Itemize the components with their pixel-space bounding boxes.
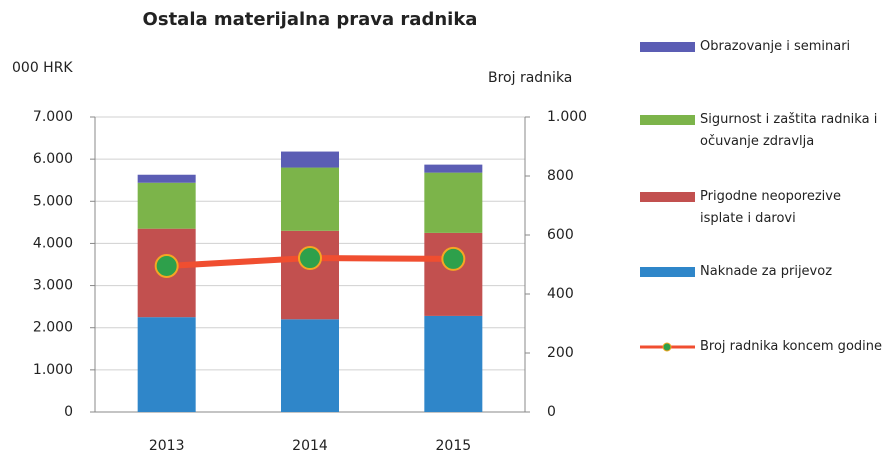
legend-label: Sigurnost i zaštita radnika i očuvanje z… xyxy=(700,112,878,149)
legend-swatch xyxy=(662,342,672,352)
bar-segment xyxy=(424,232,483,316)
y-tick-label: 2.000 xyxy=(33,320,73,336)
y-tick-label: 5.000 xyxy=(33,193,73,209)
x-tick-label: 2013 xyxy=(149,438,185,454)
bar-segment xyxy=(424,172,483,233)
y2-tick-label: 800 xyxy=(547,168,574,184)
bar-segment xyxy=(137,317,196,412)
y2-tick-label: 600 xyxy=(547,227,574,243)
legend-label: Obrazovanje i seminari xyxy=(700,39,851,54)
chart-title: Ostala materijalna prava radnika xyxy=(143,9,478,30)
bar-segment xyxy=(281,167,339,231)
bar-segment xyxy=(137,182,196,229)
bar-segment xyxy=(424,315,483,412)
y2-tick-label: 400 xyxy=(547,286,574,302)
y2-tick-label: 200 xyxy=(547,345,574,361)
y2-axis-label: Broj radnika xyxy=(488,70,572,86)
legend-swatch xyxy=(640,115,695,125)
legend-label: Prigodne neoporezive isplate i darovi xyxy=(700,189,841,226)
bar-segment xyxy=(281,151,339,168)
x-tick-label: 2015 xyxy=(436,438,472,454)
y2-tick-label: 0 xyxy=(547,404,556,420)
bar-segment xyxy=(137,174,196,183)
y-axis-label: 000 HRK xyxy=(12,60,73,76)
legend-swatch xyxy=(640,267,695,277)
legend-label: Naknade za prijevoz xyxy=(700,264,833,279)
x-tick-label: 2014 xyxy=(292,438,328,454)
line-marker xyxy=(154,253,179,278)
legend-label: Broj radnika koncem godine xyxy=(700,339,882,354)
y-tick-label: 3.000 xyxy=(33,278,73,294)
y-tick-label: 4.000 xyxy=(33,235,73,251)
y-tick-label: 1.000 xyxy=(33,362,73,378)
legend-swatch xyxy=(640,192,695,202)
y2-tick-label: 1.000 xyxy=(547,109,587,125)
y-tick-label: 7.000 xyxy=(33,109,73,125)
bar-segment xyxy=(281,230,339,320)
bar-segment xyxy=(424,164,483,173)
line-marker xyxy=(441,246,466,271)
line-marker xyxy=(298,246,322,271)
bar-segment xyxy=(281,319,339,412)
legend-swatch xyxy=(640,42,695,52)
y-tick-label: 0 xyxy=(64,404,73,420)
y-tick-label: 6.000 xyxy=(33,151,73,167)
